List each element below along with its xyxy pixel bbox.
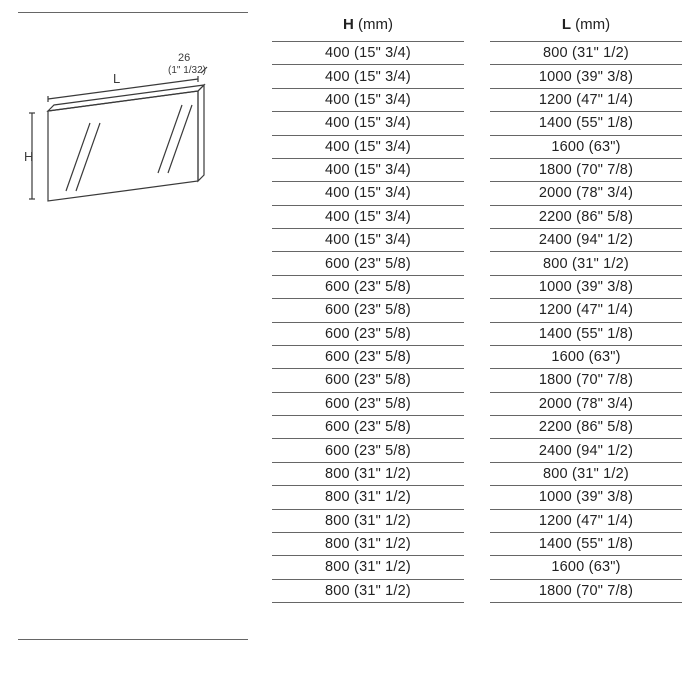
- table-cell-l: 2000 (78" 3/4): [490, 182, 682, 205]
- table-cell-h: 400 (15" 3/4): [272, 112, 464, 135]
- table-cell-h: 600 (23" 5/8): [272, 299, 464, 322]
- table-cell-l: 1600 (63"): [490, 136, 682, 159]
- table-cell-l: 2200 (86" 5/8): [490, 206, 682, 229]
- table-cell-h: 800 (31" 1/2): [272, 486, 464, 509]
- table-cell-h: 800 (31" 1/2): [272, 533, 464, 556]
- diagram-bottom-rule: [18, 639, 248, 640]
- table-cell-l: 1400 (55" 1/8): [490, 323, 682, 346]
- table-cell-h: 600 (23" 5/8): [272, 439, 464, 462]
- table-cell-h: 400 (15" 3/4): [272, 159, 464, 182]
- table-cell-l: 2400 (94" 1/2): [490, 229, 682, 252]
- dimensions-table: H (mm) 400 (15" 3/4)400 (15" 3/4)400 (15…: [272, 12, 682, 603]
- table-cell-l: 2000 (78" 3/4): [490, 393, 682, 416]
- table-cell-l: 1400 (55" 1/8): [490, 533, 682, 556]
- table-cell-h: 600 (23" 5/8): [272, 346, 464, 369]
- label-h: H: [24, 149, 33, 164]
- table-cell-h: 600 (23" 5/8): [272, 369, 464, 392]
- table-cell-l: 1600 (63"): [490, 556, 682, 579]
- table-cell-h: 400 (15" 3/4): [272, 182, 464, 205]
- table-cell-l: 1000 (39" 3/8): [490, 486, 682, 509]
- column-h-header: H (mm): [272, 12, 464, 42]
- table-cell-h: 600 (23" 5/8): [272, 276, 464, 299]
- depth-value: 26: [178, 52, 190, 64]
- table-cell-l: 1400 (55" 1/8): [490, 112, 682, 135]
- table-cell-h: 800 (31" 1/2): [272, 463, 464, 486]
- table-cell-h: 400 (15" 3/4): [272, 229, 464, 252]
- column-h: H (mm) 400 (15" 3/4)400 (15" 3/4)400 (15…: [272, 12, 464, 603]
- table-cell-l: 2200 (86" 5/8): [490, 416, 682, 439]
- table-cell-h: 600 (23" 5/8): [272, 323, 464, 346]
- table-cell-h: 400 (15" 3/4): [272, 136, 464, 159]
- table-cell-l: 800 (31" 1/2): [490, 463, 682, 486]
- table-cell-l: 1200 (47" 1/4): [490, 89, 682, 112]
- table-cell-l: 1800 (70" 7/8): [490, 369, 682, 392]
- column-l-header: L (mm): [490, 12, 682, 42]
- table-cell-h: 400 (15" 3/4): [272, 206, 464, 229]
- table-cell-h: 400 (15" 3/4): [272, 89, 464, 112]
- table-cell-h: 600 (23" 5/8): [272, 416, 464, 439]
- table-cell-l: 1000 (39" 3/8): [490, 276, 682, 299]
- table-cell-h: 800 (31" 1/2): [272, 556, 464, 579]
- table-cell-l: 1800 (70" 7/8): [490, 580, 682, 603]
- mirror-diagram: H L 26 (1" 1/32): [18, 41, 228, 221]
- table-cell-h: 400 (15" 3/4): [272, 42, 464, 65]
- table-cell-h: 800 (31" 1/2): [272, 510, 464, 533]
- table-cell-l: 800 (31" 1/2): [490, 252, 682, 275]
- table-cell-l: 1600 (63"): [490, 346, 682, 369]
- table-cell-l: 1200 (47" 1/4): [490, 510, 682, 533]
- table-cell-h: 800 (31" 1/2): [272, 580, 464, 603]
- table-cell-l: 1200 (47" 1/4): [490, 299, 682, 322]
- table-cell-l: 2400 (94" 1/2): [490, 439, 682, 462]
- table-cell-l: 1000 (39" 3/8): [490, 65, 682, 88]
- table-cell-l: 1800 (70" 7/8): [490, 159, 682, 182]
- table-cell-h: 600 (23" 5/8): [272, 393, 464, 416]
- table-cell-h: 400 (15" 3/4): [272, 65, 464, 88]
- label-l: L: [113, 71, 120, 86]
- table-cell-h: 600 (23" 5/8): [272, 252, 464, 275]
- depth-imperial: (1" 1/32): [168, 65, 206, 76]
- column-l: L (mm) 800 (31" 1/2)1000 (39" 3/8)1200 (…: [490, 12, 682, 603]
- table-cell-l: 800 (31" 1/2): [490, 42, 682, 65]
- diagram-top-rule: [18, 12, 248, 13]
- diagram-column: H L 26 (1" 1/32): [18, 12, 248, 640]
